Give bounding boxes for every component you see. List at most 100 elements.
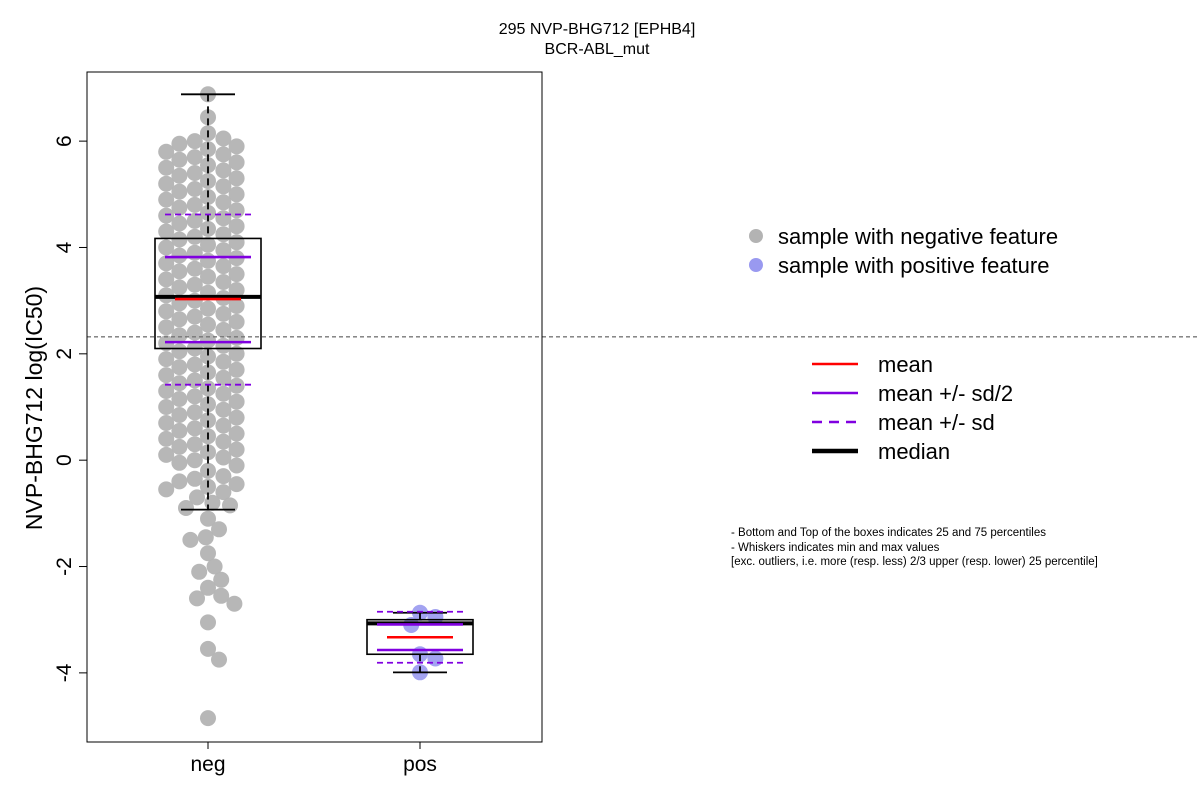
legend-line-label: mean +/- sd/2 xyxy=(878,381,1013,406)
neg-point xyxy=(228,393,245,410)
neg-point xyxy=(228,313,245,330)
neg-point xyxy=(171,311,188,328)
neg-point xyxy=(158,207,175,224)
neg-point xyxy=(215,130,232,147)
neg-point xyxy=(228,138,245,155)
y-tick-label: 4 xyxy=(53,241,76,253)
neg-point xyxy=(186,196,203,213)
chart-title: 295 NVP-BHG712 [EPHB4] xyxy=(499,21,696,38)
neg-point xyxy=(200,510,216,527)
note-line-2: - Whiskers indicates min and max values xyxy=(731,542,940,554)
neg-point xyxy=(171,343,188,360)
neg-point xyxy=(215,449,232,466)
y-tick-label: -4 xyxy=(53,663,76,682)
legend-line-label: median xyxy=(878,439,950,464)
neg-point xyxy=(171,199,188,216)
y-tick-label: -2 xyxy=(53,557,76,576)
neg-point xyxy=(215,194,232,211)
neg-point xyxy=(215,258,232,275)
neg-point xyxy=(171,391,188,407)
neg-point xyxy=(186,470,203,487)
neg-point xyxy=(171,422,188,439)
neg-point xyxy=(215,385,232,402)
neg-point xyxy=(158,446,175,463)
neg-point xyxy=(171,327,188,344)
neg-point xyxy=(171,215,188,232)
neg-point xyxy=(186,228,203,245)
neg-point xyxy=(200,444,216,461)
neg-point xyxy=(186,260,203,277)
neg-point xyxy=(171,263,188,280)
pos-box xyxy=(366,618,474,656)
neg-point xyxy=(215,321,232,338)
neg-point xyxy=(186,356,203,373)
neg-point xyxy=(215,178,232,195)
neg-point xyxy=(200,364,216,381)
neg-point xyxy=(171,135,188,152)
neg-point xyxy=(204,494,221,511)
neg-point xyxy=(215,401,232,418)
legend: sample with negative feature sample with … xyxy=(749,224,1058,464)
neg-point xyxy=(215,146,232,163)
neg-point xyxy=(213,587,230,604)
neg-point xyxy=(211,521,227,538)
neg-point xyxy=(158,351,175,368)
neg-point xyxy=(200,300,216,317)
neg-point xyxy=(171,279,188,296)
notes: - Bottom and Top of the boxes indicates … xyxy=(731,527,1098,568)
neg-point xyxy=(186,165,203,181)
neg-point xyxy=(171,454,188,471)
y-tick-label: 0 xyxy=(53,454,76,466)
neg-point xyxy=(215,417,232,434)
neg-point xyxy=(200,348,216,365)
neg-point xyxy=(213,571,230,588)
neg-point xyxy=(200,268,216,285)
x-axis: neg pos xyxy=(190,742,437,776)
neg-point xyxy=(200,640,216,657)
y-axis-label: NVP-BHG712 log(IC50) xyxy=(21,286,47,530)
neg-point xyxy=(189,590,205,607)
neg-point xyxy=(171,231,188,248)
neg-point xyxy=(171,359,188,376)
neg-point xyxy=(158,303,175,320)
neg-point xyxy=(186,404,203,421)
neg-point xyxy=(186,420,203,437)
neg-point xyxy=(158,271,175,288)
neg-point xyxy=(182,531,199,548)
neg-point xyxy=(211,651,227,668)
neg-point xyxy=(171,247,188,264)
neg-point xyxy=(158,191,175,208)
neg-point xyxy=(215,305,232,322)
neg-point xyxy=(189,489,205,506)
neg-point xyxy=(158,255,175,272)
neg-point xyxy=(186,133,203,150)
neg-point xyxy=(171,167,188,184)
neg-point xyxy=(200,614,216,631)
neg-point xyxy=(228,457,245,474)
neg-point xyxy=(158,143,175,160)
neg-point xyxy=(206,558,223,575)
neg-point xyxy=(186,308,203,325)
neg-point xyxy=(158,239,175,256)
legend-point-marker xyxy=(749,258,763,272)
x-tick-label: pos xyxy=(403,753,437,776)
neg-point xyxy=(186,149,203,166)
legend-point-label: sample with positive feature xyxy=(778,253,1049,278)
neg-point xyxy=(186,212,203,229)
neg-point xyxy=(171,151,188,168)
neg-point xyxy=(200,332,216,349)
neg-point xyxy=(186,181,203,197)
y-tick-label: 2 xyxy=(53,348,76,360)
neg-point xyxy=(158,430,175,447)
y-axis: -4 -2 0 2 4 6 xyxy=(53,135,87,682)
note-line-3: [exc. outliers, i.e. more (resp. less) 2… xyxy=(731,556,1098,568)
neg-point xyxy=(171,407,188,423)
plot-area xyxy=(86,71,1200,743)
neg-point xyxy=(228,409,245,426)
neg-point xyxy=(158,367,175,384)
neg-point xyxy=(228,425,245,442)
neg-point xyxy=(228,298,245,314)
neg-point xyxy=(158,415,175,431)
neg-point xyxy=(200,204,216,221)
